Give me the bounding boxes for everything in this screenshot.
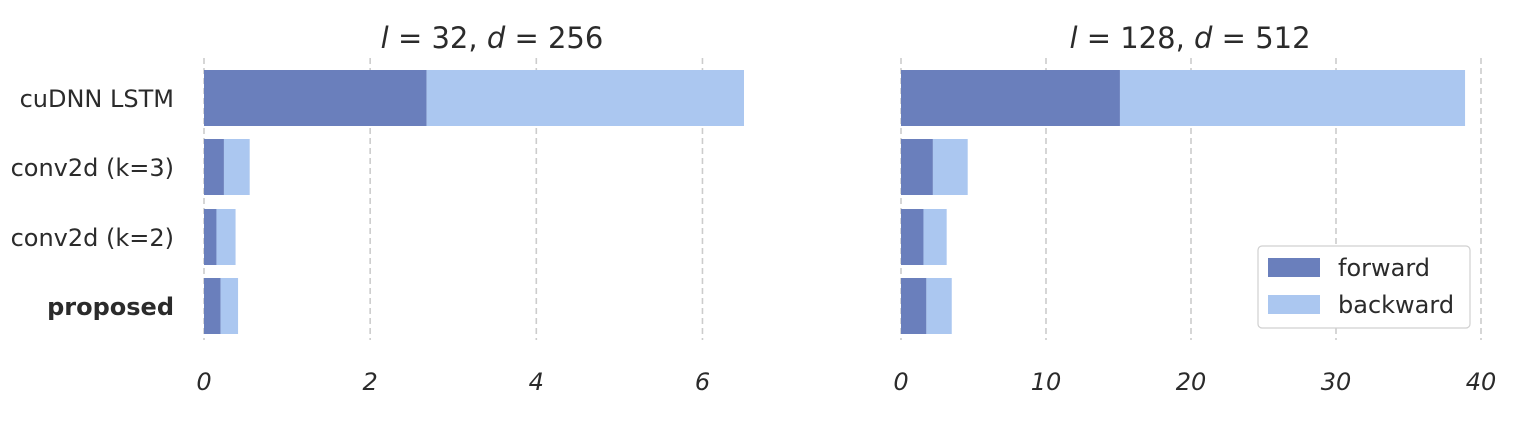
right-title-var-d: d: [1194, 21, 1213, 55]
right-bar-forward-1: [901, 139, 933, 195]
right-bar-forward-0: [901, 70, 1120, 126]
legend-swatch-backward: [1268, 295, 1320, 314]
legend-swatch-forward: [1268, 258, 1320, 277]
right-x-tick-label: 0: [893, 368, 908, 396]
left-title-var-l: l: [381, 21, 389, 55]
right-bar-backward-1: [932, 139, 968, 195]
category-label: proposed: [47, 293, 174, 321]
right-bar-backward-2: [923, 209, 947, 265]
category-label: cuDNN LSTM: [20, 85, 174, 113]
right-bars: [901, 70, 1466, 334]
left-x-tick-label: 6: [695, 368, 710, 396]
right-bar-backward-0: [1119, 70, 1466, 126]
left-bar-forward-3: [204, 278, 221, 334]
left-x-tick-labels: 0 2 4 6: [196, 368, 710, 396]
left-chart-title: l = 32, d = 256: [381, 21, 604, 55]
right-chart-title: l = 128, d = 512: [1069, 21, 1310, 55]
right-x-tick-label: 10: [1031, 368, 1062, 396]
left-bar-backward-2: [216, 209, 236, 265]
right-title-eq-l: = 128,: [1078, 21, 1195, 55]
right-bar-forward-3: [901, 278, 927, 334]
left-chart-panel: l = 32, d = 256 cuDNN LSTM conv2d (k=3) co…: [11, 21, 744, 396]
left-bar-forward-0: [204, 70, 427, 126]
right-x-tick-label: 20: [1176, 368, 1207, 396]
left-x-tick-label: 0: [196, 368, 211, 396]
right-title-var-l: l: [1069, 21, 1077, 55]
left-x-tick-label: 4: [529, 368, 544, 396]
right-x-tick-label: 30: [1321, 368, 1352, 396]
right-chart-panel: l = 128, d = 512 0 10 20 30 40: [893, 21, 1496, 396]
left-bar-backward-1: [223, 139, 250, 195]
right-title-eq-d: = 512: [1212, 21, 1310, 55]
left-title-var-d: d: [487, 21, 506, 55]
left-bars: [204, 70, 744, 334]
right-bar-forward-2: [901, 209, 924, 265]
legend-label-forward: forward: [1338, 254, 1430, 282]
category-label: conv2d (k=3): [11, 154, 174, 182]
left-title-eq-d: = 256: [505, 21, 603, 55]
left-bar-forward-2: [204, 209, 217, 265]
left-bar-forward-1: [204, 139, 224, 195]
category-label: conv2d (k=2): [11, 224, 174, 252]
left-bar-backward-3: [220, 278, 239, 334]
right-x-tick-label: 40: [1466, 368, 1497, 396]
legend-label-backward: backward: [1338, 291, 1454, 319]
legend: forward backward: [1257, 245, 1471, 329]
left-bar-backward-0: [426, 70, 744, 126]
right-bar-backward-3: [926, 278, 952, 334]
left-x-tick-label: 2: [363, 368, 378, 396]
right-x-tick-labels: 0 10 20 30 40: [893, 368, 1496, 396]
left-title-eq-l: = 32,: [389, 21, 487, 55]
left-category-labels: cuDNN LSTM conv2d (k=3) conv2d (k=2) propos…: [11, 85, 174, 321]
